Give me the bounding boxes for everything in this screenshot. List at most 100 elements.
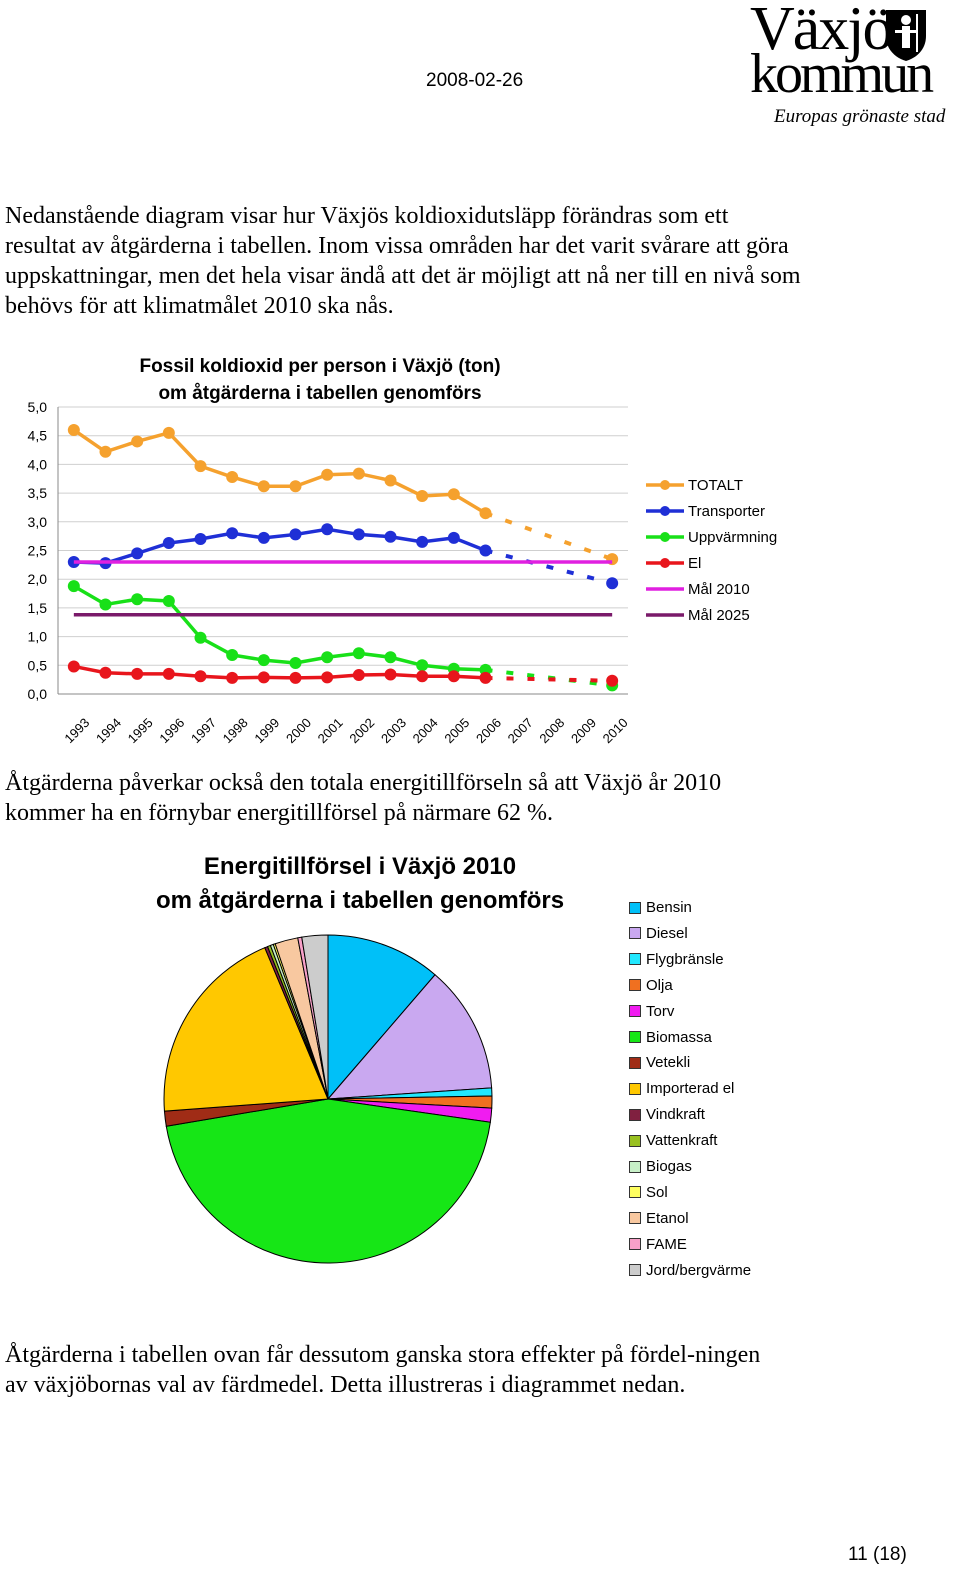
pie-legend-item: Olja — [629, 977, 673, 994]
y-tick-label: 5,0 — [28, 399, 48, 415]
pie-legend-item: Sol — [629, 1184, 668, 1201]
legend-label: Bensin — [646, 899, 692, 916]
legend-label: Torv — [646, 1002, 675, 1020]
data-point — [416, 659, 429, 672]
legend-swatch — [629, 1212, 641, 1225]
legend-swatch — [629, 927, 641, 940]
data-point — [131, 593, 144, 606]
pie-slice — [163, 947, 329, 1112]
data-point — [416, 670, 429, 683]
legend-marker — [660, 558, 670, 568]
legend-label: Vetekli — [646, 1054, 691, 1072]
pie-slice — [326, 974, 493, 1100]
pie-legend-item: Jord/bergvärme — [629, 1262, 751, 1279]
x-tick-label: 1999 — [251, 715, 282, 746]
pie-slice — [165, 1098, 491, 1264]
x-tick-label: 2003 — [378, 715, 409, 746]
series-projection — [485, 675, 613, 683]
transport-paragraph: Åtgärderna i tabellen ovan får dessutom … — [5, 1342, 761, 1398]
y-tick-label: 3,0 — [28, 514, 48, 530]
x-tick-label: 2009 — [568, 715, 599, 746]
data-point — [321, 671, 334, 684]
legend-label: Importerad el — [646, 1080, 735, 1098]
data-point — [289, 657, 302, 670]
x-tick-label: 1997 — [188, 715, 219, 746]
legend-label: Mål 2010 — [688, 581, 750, 598]
data-point — [416, 489, 429, 502]
data-point — [289, 480, 302, 493]
pie-legend-item: Bensin — [629, 899, 692, 916]
legend-label: Etanol — [646, 1209, 689, 1227]
x-tick-label: 1995 — [125, 715, 156, 746]
legend-swatch — [629, 953, 641, 966]
data-point — [384, 474, 397, 487]
data-point — [162, 537, 175, 550]
x-tick-label: 2002 — [346, 715, 377, 746]
data-point — [99, 445, 112, 458]
data-point — [67, 423, 80, 436]
crest-icon — [886, 10, 926, 61]
legend-swatch — [629, 1134, 641, 1147]
data-point — [99, 598, 112, 611]
data-point — [194, 533, 207, 546]
data-point — [131, 547, 144, 560]
legend-swatch — [629, 1056, 641, 1069]
x-tick-label: 2005 — [441, 715, 472, 746]
data-point — [162, 426, 175, 439]
legend-label: Biogas — [646, 1158, 692, 1175]
legend-marker — [660, 506, 670, 516]
data-point — [257, 671, 270, 684]
data-point — [447, 670, 460, 683]
x-tick-label: 1993 — [61, 715, 92, 746]
pie-legend-item: Vindkraft — [629, 1106, 705, 1123]
y-tick-label: 1,5 — [28, 600, 48, 616]
series-projection — [484, 511, 613, 561]
legend-label: Uppvärmning — [688, 529, 777, 546]
legend-label: Diesel — [646, 924, 688, 942]
data-point — [479, 671, 492, 684]
data-point — [226, 527, 239, 540]
legend-marker — [660, 532, 670, 542]
x-tick-label: 2007 — [505, 715, 536, 746]
co2-line-chart: Fossil koldioxid per person i Växjö (ton… — [0, 352, 960, 752]
pie-legend-item: Importerad el — [629, 1080, 734, 1097]
data-point — [352, 467, 365, 480]
vaxjo-kommun-logo: Växjö kommun Europas grönaste stad — [748, 0, 958, 132]
legend-label: Biomassa — [646, 1028, 712, 1046]
data-point — [194, 631, 207, 644]
legend-swatch — [629, 979, 641, 992]
data-point — [131, 435, 144, 448]
legend-swatch — [629, 1082, 641, 1095]
data-point — [447, 488, 460, 501]
x-tick-label: 1994 — [93, 715, 124, 746]
series-projection — [484, 548, 613, 586]
y-tick-label: 1,0 — [28, 629, 48, 645]
data-point — [67, 660, 80, 673]
x-tick-label: 2006 — [473, 715, 504, 746]
data-point — [257, 531, 270, 544]
legend-label: Transporter — [688, 503, 765, 520]
page-number: 11 (18) — [848, 1544, 907, 1565]
data-point — [257, 654, 270, 667]
logo-tagline: Europas grönaste stad — [774, 106, 946, 127]
data-point — [131, 667, 144, 680]
data-point — [99, 666, 112, 679]
pie-chart-title-2: om åtgärderna i tabellen genomförs — [155, 887, 565, 914]
x-tick-label: 2010 — [600, 715, 631, 746]
pie-legend-item: Vattenkraft — [629, 1132, 717, 1149]
pie-legend-item: Biomassa — [629, 1029, 712, 1046]
data-point — [384, 651, 397, 664]
legend-swatch — [629, 1186, 641, 1199]
data-point — [352, 528, 365, 541]
y-tick-label: 3,5 — [28, 485, 48, 501]
intro-paragraph: Nedanstående diagram visar hur Växjös ko… — [5, 203, 801, 319]
data-point — [321, 651, 334, 664]
pie-legend-item: Torv — [629, 1003, 674, 1020]
data-point — [194, 670, 207, 683]
line-chart-title-1: Fossil koldioxid per person i Växjö (ton… — [139, 356, 501, 377]
y-tick-label: 4,5 — [28, 428, 48, 444]
legend-label: Jord/bergvärme — [646, 1261, 752, 1279]
x-tick-label: 1998 — [220, 715, 251, 746]
legend-swatch — [629, 1264, 641, 1277]
